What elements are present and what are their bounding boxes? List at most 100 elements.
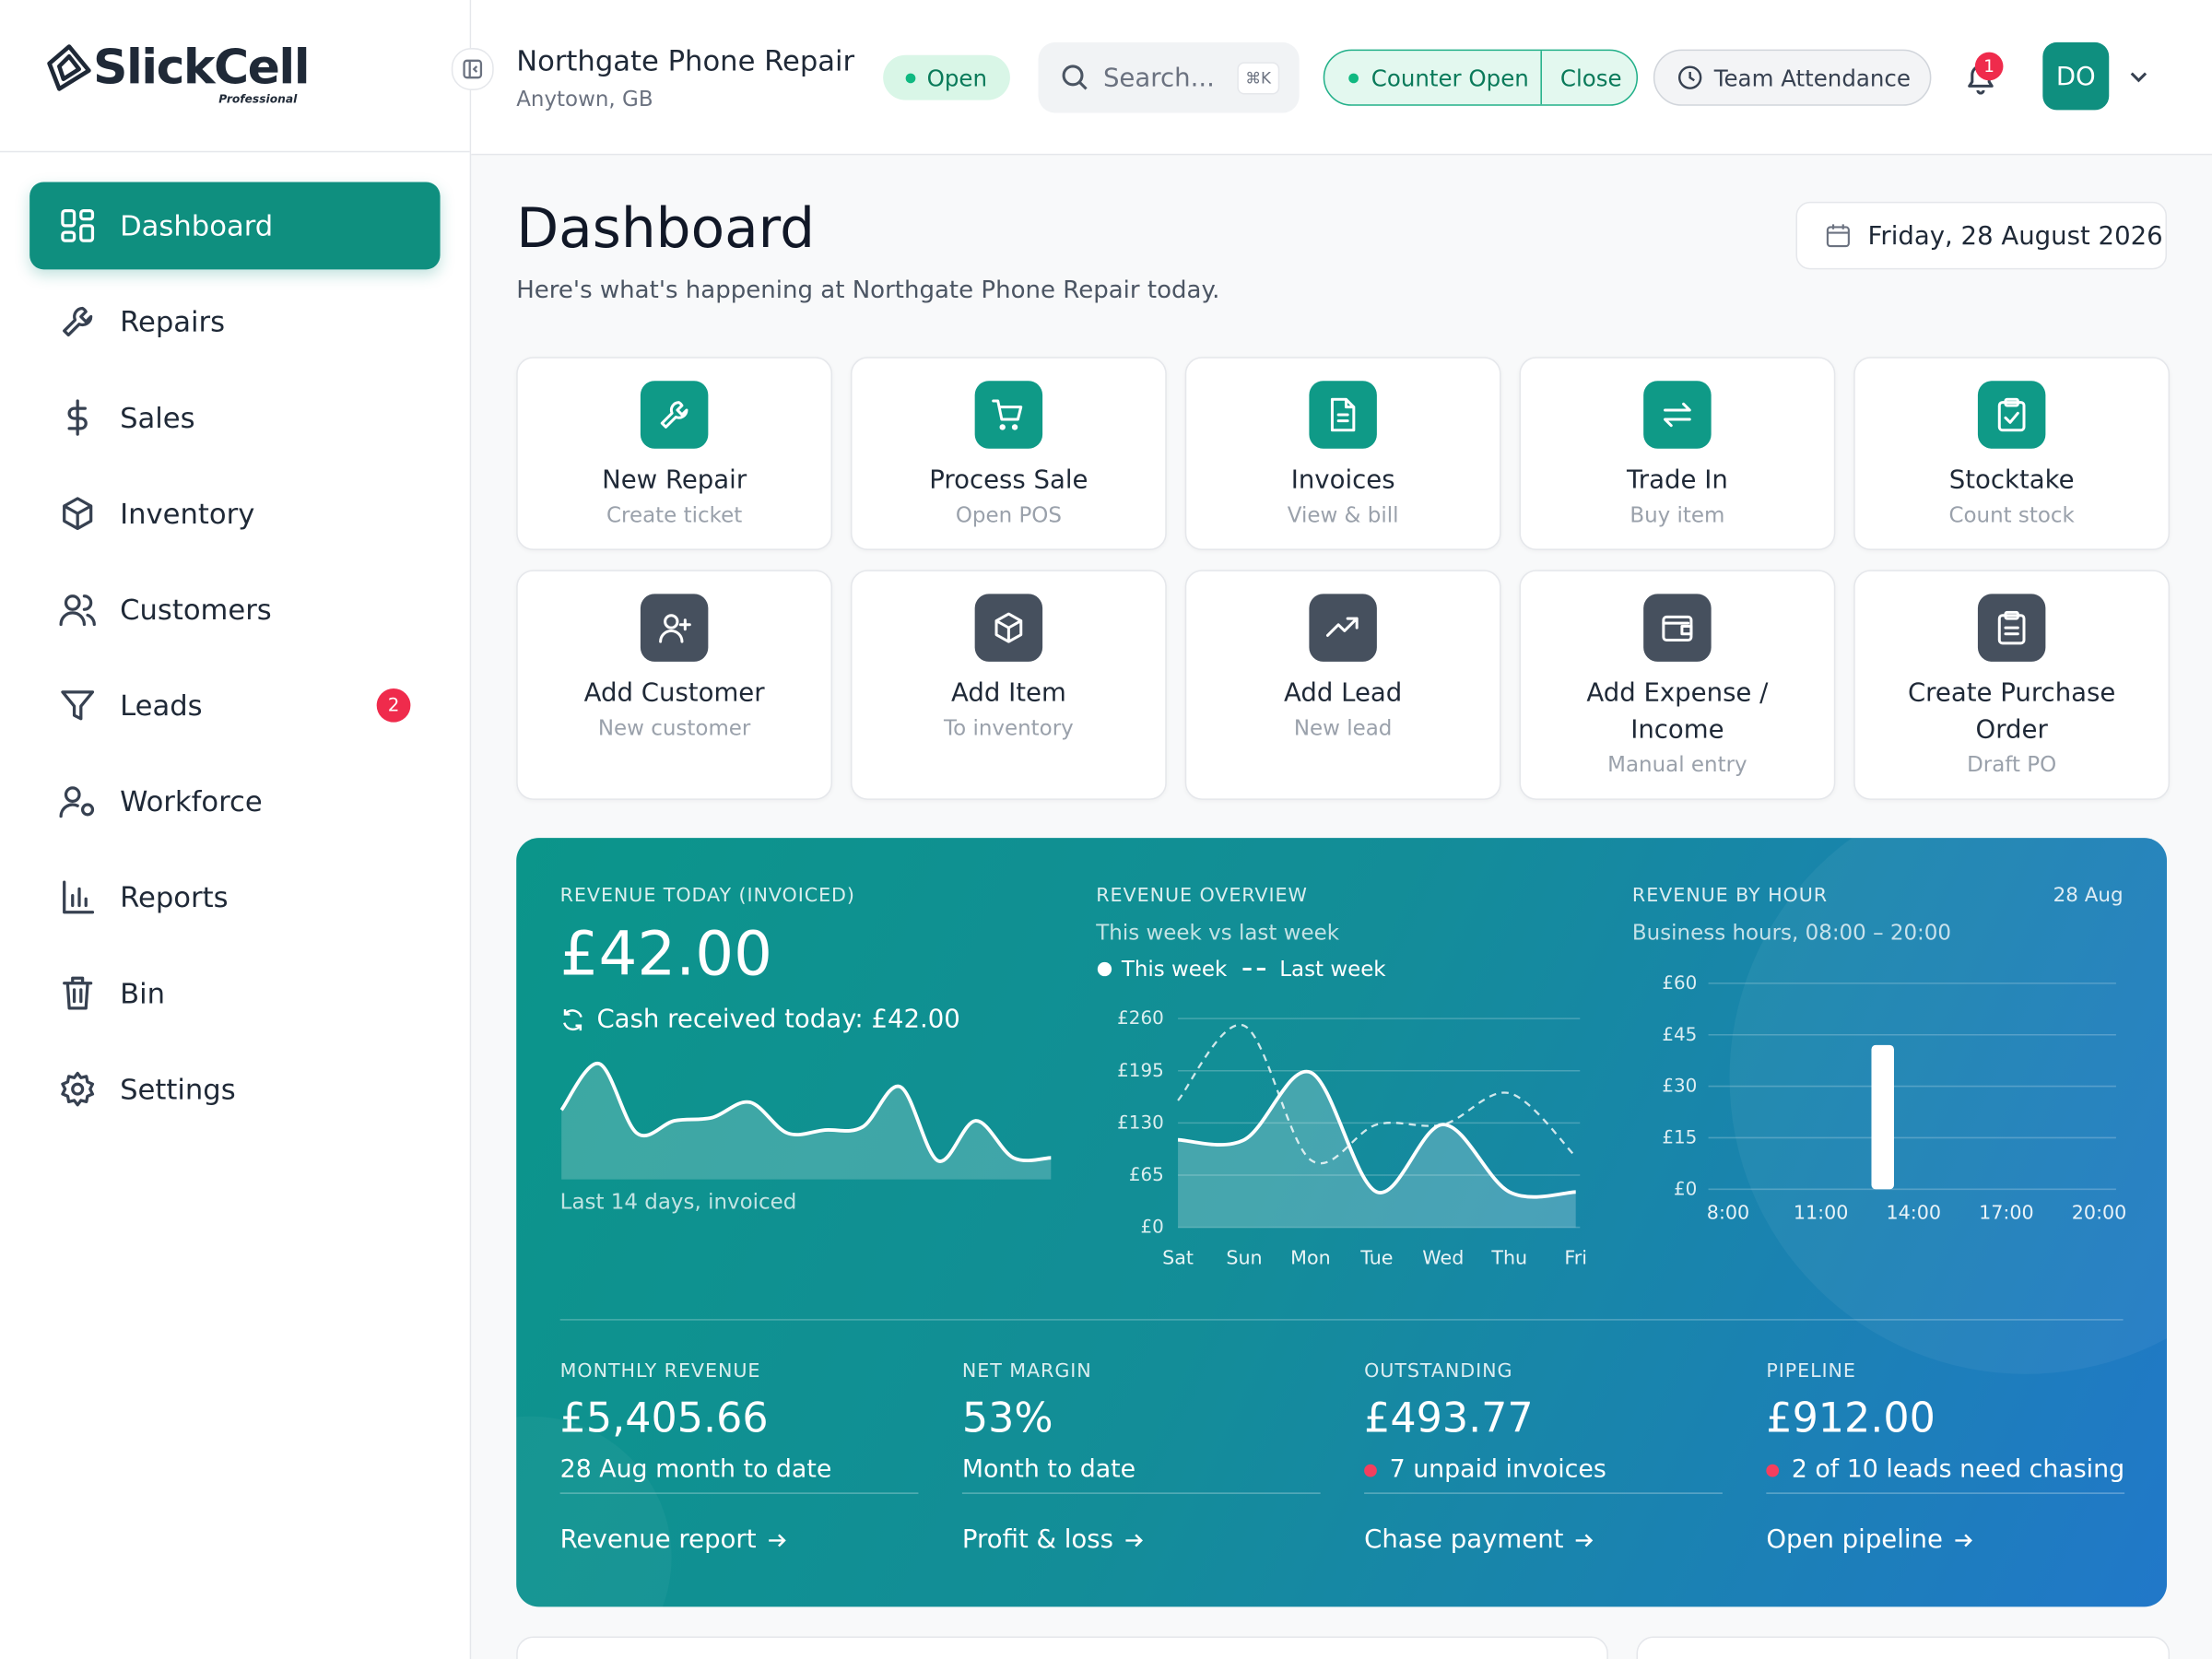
x-tick-label: 14:00	[1887, 1201, 1942, 1223]
x-tick-label: Wed	[1422, 1246, 1464, 1268]
nav-label: Sales	[120, 400, 195, 435]
page-title: Dashboard	[516, 197, 816, 262]
nav-label: Bin	[120, 976, 166, 1010]
action-subtitle: Draft PO	[1967, 751, 2057, 778]
cash-received: Cash received today: £42.00	[560, 1005, 960, 1034]
counter-text: Counter Open	[1371, 64, 1529, 91]
legend-swatch	[1097, 961, 1112, 977]
kpi: MONTHLY REVENUE £5,405.66 28 Aug month to …	[559, 1360, 919, 1555]
action-subtitle: To inventory	[944, 715, 1074, 741]
kpi-note: 7 unpaid invoices	[1389, 1455, 1606, 1485]
action-title: Add Item	[950, 678, 1066, 709]
x-tick-label: 8:00	[1707, 1201, 1749, 1223]
nav-item[interactable]: Settings	[29, 1045, 440, 1133]
kpi-note: 28 Aug month to date	[559, 1455, 832, 1485]
series-line	[1177, 1069, 1576, 1199]
overview-title: REVENUE OVERVIEW	[1096, 884, 1308, 908]
action-card[interactable]: Invoices View & bill	[1184, 357, 1501, 550]
x-tick-label: Sun	[1226, 1246, 1262, 1268]
nav-item[interactable]: Customers	[29, 566, 440, 653]
kpi-link[interactable]: Revenue report	[560, 1525, 919, 1555]
y-tick-label: £195	[1117, 1060, 1164, 1081]
revenue-today-value: £42.00	[559, 919, 772, 991]
kpi-note-row: 28 Aug month to date	[559, 1455, 919, 1494]
divider	[559, 1319, 2124, 1321]
legend-label: Last week	[1279, 958, 1386, 982]
cash-text: Cash received today: £42.00	[596, 1004, 960, 1034]
collapse-button[interactable]	[451, 48, 494, 90]
action-card[interactable]: Add Customer New customer	[516, 570, 833, 800]
action-card[interactable]: Add Lead New lead	[1184, 570, 1501, 800]
x-tick-label: 17:00	[1979, 1201, 2034, 1223]
nav-item[interactable]: Inventory	[29, 470, 440, 558]
y-tick-label: £130	[1117, 1112, 1164, 1133]
nav-label: Repairs	[120, 304, 226, 339]
y-tick-label: £260	[1117, 1007, 1164, 1029]
brand-tier: Professional	[218, 93, 298, 106]
next-card	[516, 1636, 1608, 1659]
kpi: PIPELINE £912.00 2 of 10 leads need chasin…	[1766, 1359, 2125, 1555]
action-card[interactable]: Trade In Buy item	[1519, 357, 1836, 550]
close-button[interactable]: Close	[1540, 51, 1636, 105]
kpi-link[interactable]: Open pipeline	[1766, 1525, 2124, 1555]
logo-icon	[47, 44, 91, 91]
nav-item[interactable]: Sales	[29, 374, 440, 462]
x-tick-label: Mon	[1290, 1246, 1331, 1268]
status-text: Open	[926, 64, 988, 91]
kpi-link-text: Open pipeline	[1766, 1524, 1943, 1555]
avatar-chevron[interactable]	[2129, 66, 2148, 86]
page-subtitle: Here's what's happening at Northgate Pho…	[516, 276, 1220, 305]
action-card[interactable]: Process Sale Open POS	[850, 357, 1167, 550]
kpi-link-text: Revenue report	[559, 1524, 757, 1555]
x-tick-label: 11:00	[1794, 1201, 1849, 1223]
action-card[interactable]: Add Item To inventory	[850, 570, 1167, 800]
nav-item[interactable]: Reports	[29, 853, 440, 941]
avatar[interactable]: DO	[2042, 41, 2110, 111]
counter-status: Counter Open Close	[1323, 49, 1639, 106]
kpi-value: £493.77	[1364, 1394, 1534, 1442]
kpi-value: 53%	[961, 1394, 1053, 1442]
series-line	[1177, 1023, 1577, 1165]
action-subtitle: View & bill	[1287, 501, 1399, 528]
action-card[interactable]: Create Purchase Order Draft PO	[1853, 570, 2171, 800]
kpi-label: OUTSTANDING	[1364, 1359, 1513, 1382]
search[interactable]: Search... ⌘K	[1038, 41, 1300, 113]
kpi-note-row: 2 of 10 leads need chasing	[1766, 1456, 2125, 1494]
action-subtitle: Open POS	[955, 501, 1062, 528]
action-card[interactable]: Stocktake Count stock	[1853, 357, 2171, 550]
action-subtitle: New customer	[597, 715, 751, 741]
action-title: Add Customer	[583, 678, 765, 709]
action-subtitle: Buy item	[1630, 501, 1725, 528]
overview-subtitle: This week vs last week	[1096, 919, 1340, 946]
notification-badge: 1	[1974, 52, 2004, 81]
action-title: Process Sale	[929, 465, 1088, 496]
x-tick-label: Tue	[1359, 1246, 1393, 1268]
kpi-label: PIPELINE	[1766, 1359, 1856, 1382]
nav-item[interactable]: Dashboard	[29, 182, 441, 270]
y-tick-label: £45	[1662, 1024, 1697, 1045]
kpi-value: £5,405.66	[559, 1394, 769, 1442]
attendance-text: Team Attendance	[1713, 64, 1911, 91]
attendance-button[interactable]: Team Attendance	[1653, 49, 1932, 106]
nav-badge: 2	[376, 688, 411, 723]
nav-item[interactable]: Workforce	[29, 758, 440, 845]
action-card[interactable]: Add Expense / Income Manual entry	[1519, 570, 1836, 800]
date-box[interactable]: Friday, 28 August 2026	[1795, 201, 2168, 270]
kpi-link-text: Profit & loss	[961, 1524, 1113, 1555]
kpi-note: Month to date	[961, 1455, 1136, 1485]
action-title: Add Lead	[1284, 678, 1403, 709]
nav-item[interactable]: Repairs	[29, 278, 440, 366]
action-title: New Repair	[602, 465, 747, 496]
x-tick-label: Sat	[1162, 1246, 1194, 1268]
sparkline	[559, 1062, 1052, 1163]
action-subtitle: Create ticket	[606, 501, 743, 528]
nav-item[interactable]: Bin	[29, 949, 440, 1037]
action-subtitle: New lead	[1293, 715, 1393, 741]
kpi-link[interactable]: Profit & loss	[962, 1525, 1321, 1555]
hour-title: REVENUE BY HOUR	[1631, 884, 1829, 908]
kpi-link[interactable]: Chase payment	[1364, 1525, 1723, 1555]
nav-item[interactable]: Leads 2	[29, 662, 440, 749]
nav-label: Leads	[120, 688, 203, 723]
action-card[interactable]: New Repair Create ticket	[516, 357, 833, 550]
x-tick-label: Thu	[1490, 1246, 1527, 1268]
